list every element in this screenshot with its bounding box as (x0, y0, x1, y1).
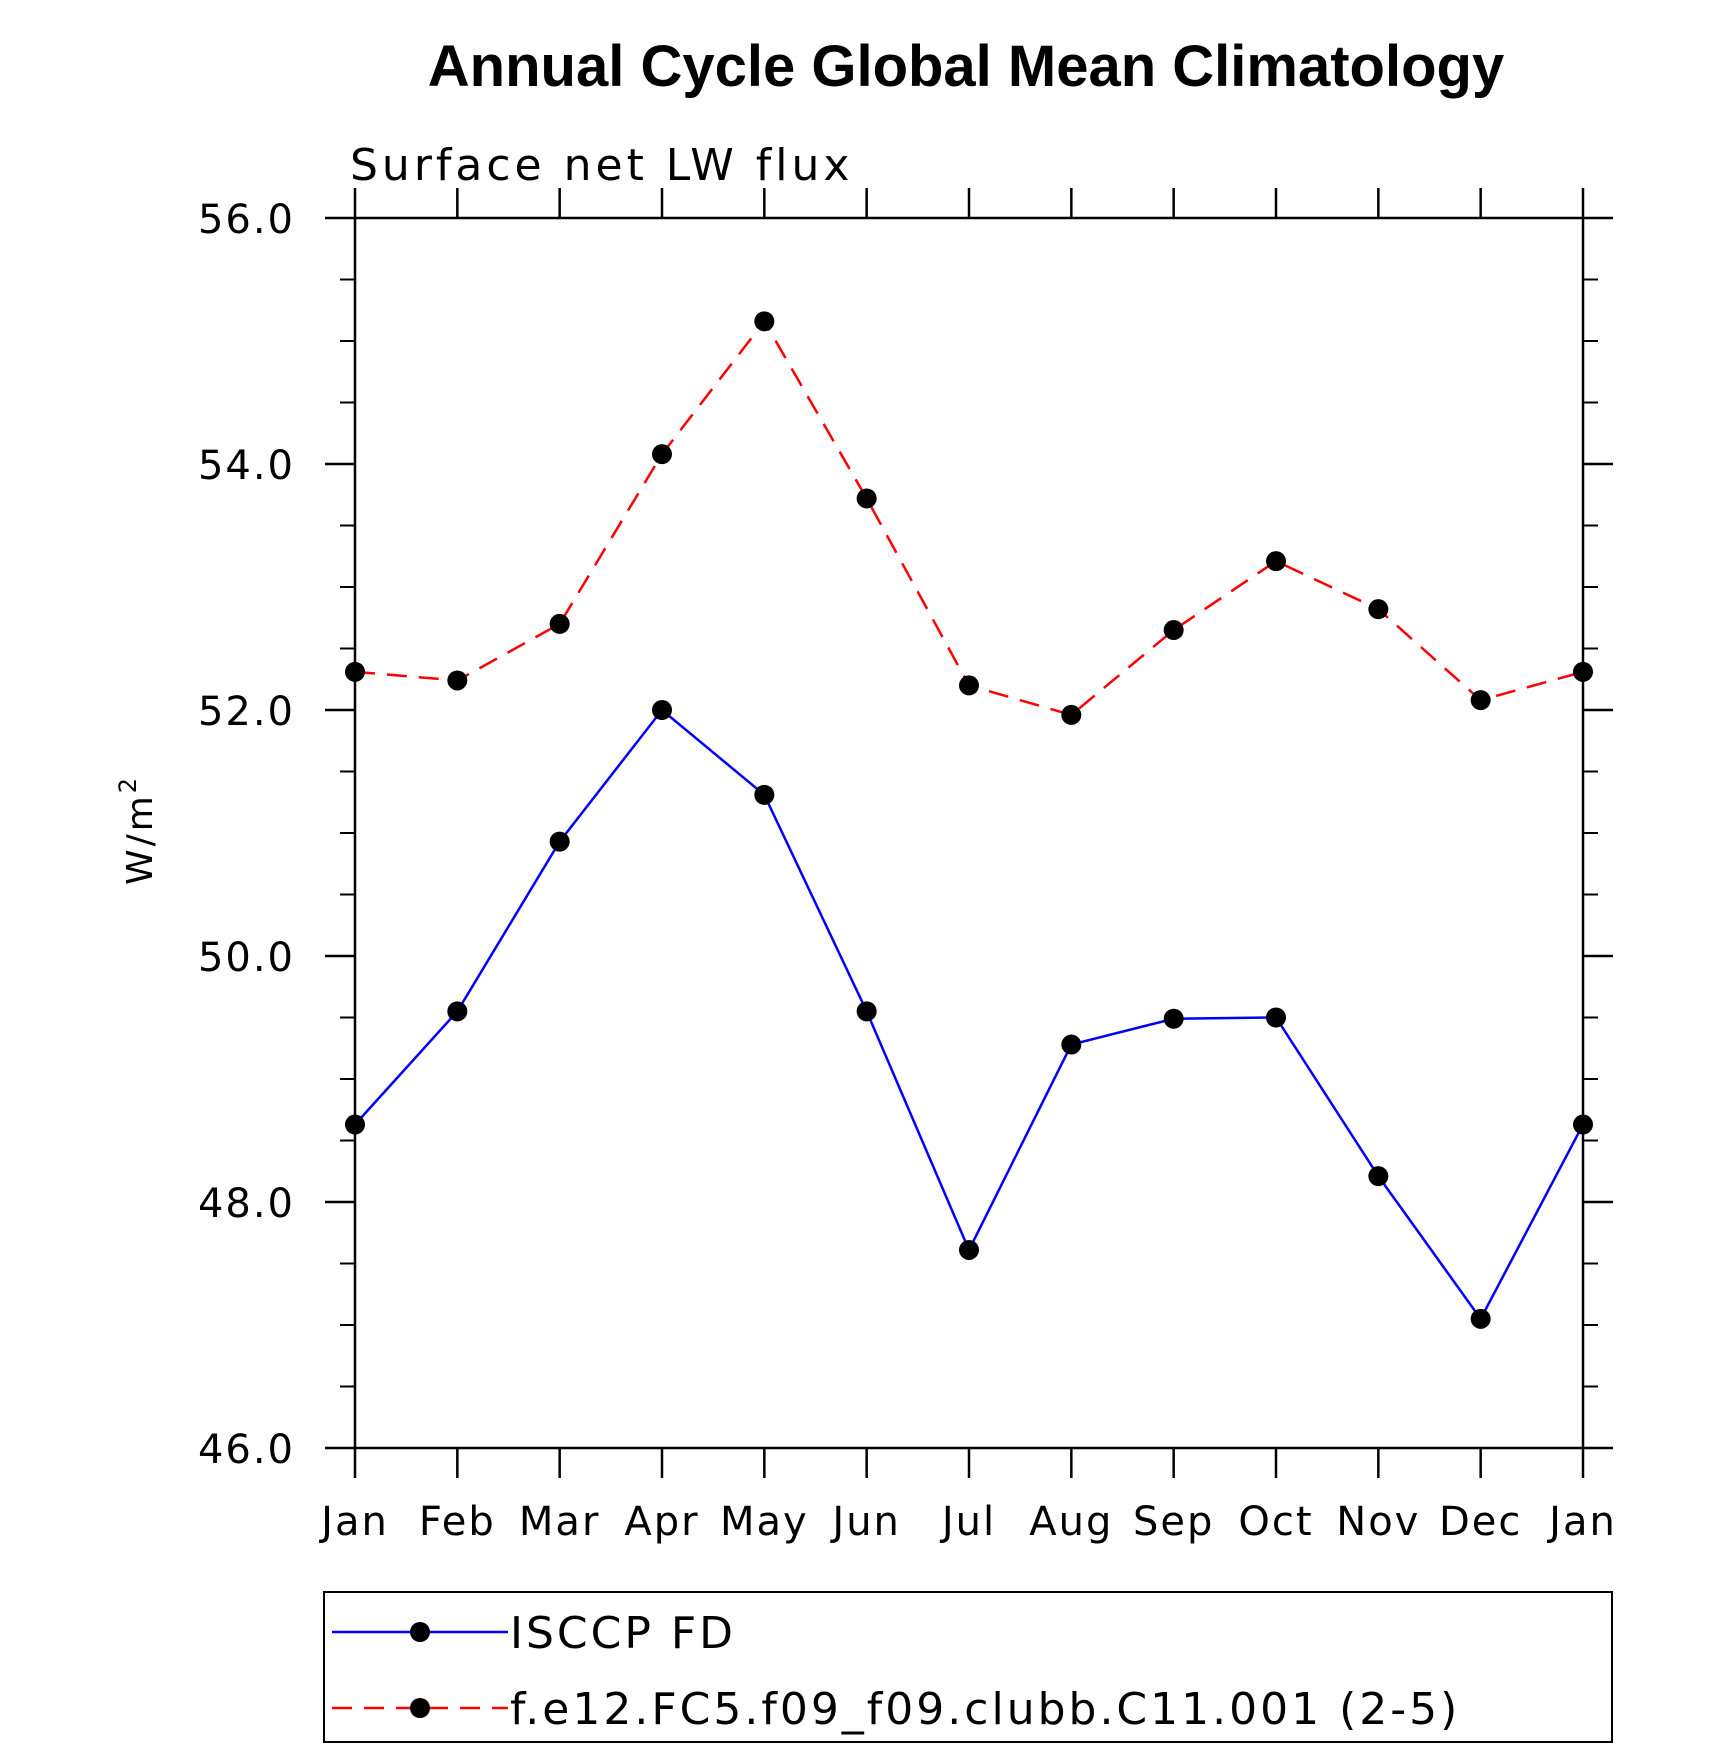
series-0-point (856, 1001, 877, 1022)
series-0-point (1470, 1308, 1491, 1329)
axes: Jan Feb Mar Apr May Jun Jul Aug Sep Oct Nov Dec Jan 4… (198, 188, 1617, 1545)
series-0-point (345, 1114, 365, 1135)
series-1-point (1266, 551, 1286, 572)
series-1-point (1061, 704, 1082, 725)
series-0-point (549, 831, 570, 852)
series-1-point (447, 670, 468, 691)
legend: ISCCP FD f.e12.FC5.f09_f09.clubb.C11.001… (323, 1591, 1613, 1743)
series-0-point (754, 784, 775, 805)
series-0-point (447, 1001, 468, 1022)
y-tick-label: 54.0 (198, 443, 295, 489)
y-axis-label-superscript: 2 (114, 775, 142, 793)
x-tick-label: Mar (519, 1499, 600, 1545)
y-tick-label: 50.0 (198, 935, 295, 981)
legend-label-isccp: ISCCP FD (510, 1608, 736, 1659)
x-tick-label: Apr (624, 1499, 699, 1545)
x-tick-label: Dec (1439, 1499, 1522, 1545)
legend-label-model: f.e12.FC5.f09_f09.clubb.C11.001 (2-5) (510, 1684, 1460, 1735)
series-layer (345, 311, 1593, 1329)
series-1-point (549, 613, 570, 634)
x-tick-label: Feb (419, 1499, 496, 1545)
series-1-point (754, 311, 775, 332)
y-tick-label: 56.0 (198, 197, 295, 243)
series-0-point (1163, 1008, 1184, 1029)
series-line-1 (354, 319, 1584, 717)
legend-box (323, 1591, 1613, 1743)
series-1-point (1470, 690, 1491, 711)
x-tick-label: Jun (829, 1499, 901, 1545)
x-tick-label: Nov (1336, 1499, 1420, 1545)
series-0-point (1573, 1114, 1593, 1135)
y-axis-label: W/m2 (114, 775, 161, 885)
y-tick-label: 46.0 (198, 1427, 295, 1473)
series-0-point (1368, 1166, 1389, 1187)
series-0-point (1266, 1007, 1286, 1028)
series-1-point (1163, 620, 1184, 641)
series-line-0 (354, 708, 1585, 1322)
x-tick-label: Jan (318, 1499, 389, 1545)
series-1-point (652, 444, 672, 465)
x-tick-label: Sep (1133, 1499, 1214, 1545)
series-0-point (1061, 1034, 1082, 1055)
plot-frame (353, 216, 1585, 1450)
series-1-point (959, 675, 979, 696)
x-tick-label: May (720, 1499, 809, 1545)
series-1-point (856, 488, 877, 509)
x-tick-label: Oct (1238, 1499, 1313, 1545)
series-1-point (1368, 599, 1389, 620)
y-tick-label: 48.0 (198, 1181, 295, 1227)
series-1-point (345, 661, 365, 682)
legend-marker-model (410, 1698, 430, 1718)
x-tick-label: Jan (1546, 1499, 1617, 1545)
chart-title: Annual Cycle Global Mean Climatology (428, 34, 1504, 99)
x-tick-label: Aug (1029, 1499, 1113, 1545)
series-1-point (1573, 661, 1593, 682)
series-0-point (959, 1239, 979, 1260)
series-0-point (652, 700, 672, 720)
legend-marker-isccp (410, 1622, 430, 1642)
chart-subtitle: Surface net LW flux (350, 140, 853, 191)
x-tick-label: Jul (939, 1499, 996, 1545)
y-tick-label: 52.0 (198, 689, 295, 735)
